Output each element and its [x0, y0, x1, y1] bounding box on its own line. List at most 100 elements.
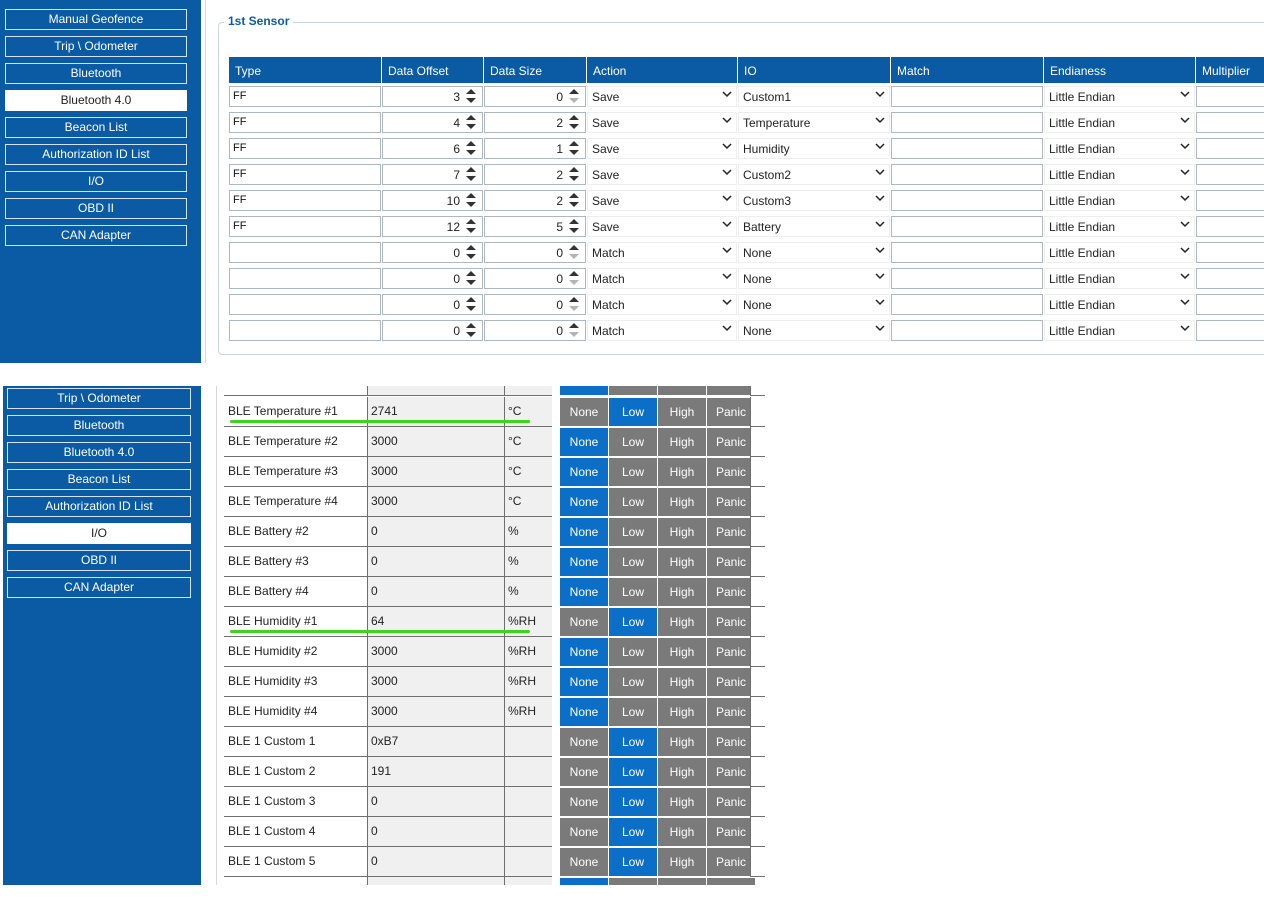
level-low-button[interactable]: Low [609, 578, 657, 606]
level-panic-button[interactable]: Panic [707, 848, 755, 876]
type-input[interactable]: FF [229, 112, 381, 133]
increment-arrow-icon[interactable] [569, 89, 579, 94]
data-size-stepper[interactable]: 2 [484, 190, 586, 211]
level-low-button[interactable]: Low [609, 548, 657, 576]
decrement-arrow-icon[interactable] [466, 150, 476, 155]
level-panic-button[interactable]: Panic [707, 518, 755, 546]
level-panic-button[interactable]: Panic [707, 638, 755, 666]
endianess-select[interactable]: Little Endian [1044, 242, 1195, 263]
endianess-select[interactable]: Little Endian [1044, 86, 1195, 107]
level-panic-button[interactable]: Panic [707, 458, 755, 486]
level-panic-button[interactable]: Panic [707, 818, 755, 846]
level-none-button[interactable]: None [560, 818, 608, 846]
level-none-button[interactable]: None [560, 548, 608, 576]
decrement-arrow-icon[interactable] [569, 202, 579, 207]
level-high-button[interactable]: High [658, 698, 706, 726]
match-input[interactable] [891, 242, 1043, 263]
action-select[interactable]: Match [587, 242, 737, 263]
data-offset-stepper[interactable]: 0 [382, 320, 483, 341]
level-high-button[interactable]: High [658, 758, 706, 786]
type-input[interactable]: FF [229, 86, 381, 107]
increment-arrow-icon[interactable] [569, 167, 579, 172]
spinner-arrows-icon[interactable] [466, 219, 478, 234]
level-none-button[interactable]: None [560, 578, 608, 606]
level-high-button[interactable]: High [658, 578, 706, 606]
level-panic-button[interactable]: Panic [707, 488, 755, 516]
sidebar-item-can-adapter[interactable]: CAN Adapter [5, 225, 187, 246]
level-panic-button[interactable] [707, 386, 755, 395]
multiplier-input[interactable] [1196, 190, 1264, 211]
decrement-arrow-icon[interactable] [466, 176, 476, 181]
level-low-button[interactable]: Low [609, 758, 657, 786]
level-panic-button[interactable]: Panic [707, 698, 755, 726]
decrement-arrow-icon[interactable] [569, 176, 579, 181]
spinner-arrows-icon[interactable] [569, 141, 581, 156]
data-size-stepper[interactable]: 1 [484, 138, 586, 159]
endianess-select[interactable]: Little Endian [1044, 112, 1195, 133]
action-select[interactable]: Save [587, 216, 737, 237]
data-size-stepper[interactable]: 0 [484, 268, 586, 289]
level-high-button[interactable]: High [658, 518, 706, 546]
sidebar-item-obd-ii[interactable]: OBD II [7, 550, 191, 571]
spinner-arrows-icon[interactable] [466, 323, 478, 338]
multiplier-input[interactable] [1196, 242, 1264, 263]
io-select[interactable]: Battery [738, 216, 890, 237]
io-select[interactable]: Custom3 [738, 190, 890, 211]
multiplier-input[interactable] [1196, 268, 1264, 289]
spinner-arrows-icon[interactable] [569, 167, 581, 182]
level-panic-button[interactable]: Panic [707, 398, 755, 426]
io-select[interactable]: Humidity [738, 138, 890, 159]
decrement-arrow-icon[interactable] [569, 254, 579, 259]
sidebar-item-beacon-list[interactable]: Beacon List [7, 469, 191, 490]
level-none-button[interactable]: None [560, 398, 608, 426]
io-select[interactable]: None [738, 242, 890, 263]
decrement-arrow-icon[interactable] [569, 332, 579, 337]
type-input[interactable]: FF [229, 164, 381, 185]
data-size-stepper[interactable]: 0 [484, 242, 586, 263]
sidebar-item-authorization-id-list[interactable]: Authorization ID List [5, 144, 187, 165]
endianess-select[interactable]: Little Endian [1044, 268, 1195, 289]
io-select[interactable]: None [738, 294, 890, 315]
spinner-arrows-icon[interactable] [466, 297, 478, 312]
increment-arrow-icon[interactable] [569, 297, 579, 302]
endianess-select[interactable]: Little Endian [1044, 216, 1195, 237]
level-none-button[interactable]: None [560, 638, 608, 666]
action-select[interactable]: Save [587, 86, 737, 107]
level-high-button[interactable]: High [658, 398, 706, 426]
match-input[interactable] [891, 86, 1043, 107]
level-panic-button[interactable] [707, 878, 755, 885]
data-size-stepper[interactable]: 0 [484, 320, 586, 341]
level-low-button[interactable] [609, 878, 657, 885]
decrement-arrow-icon[interactable] [569, 228, 579, 233]
level-low-button[interactable]: Low [609, 668, 657, 696]
spinner-arrows-icon[interactable] [569, 323, 581, 338]
decrement-arrow-icon[interactable] [466, 306, 476, 311]
level-low-button[interactable]: Low [609, 488, 657, 516]
data-size-stepper[interactable]: 2 [484, 164, 586, 185]
sidebar-item-i-o[interactable]: I/O [5, 171, 187, 192]
action-select[interactable]: Save [587, 164, 737, 185]
level-high-button[interactable]: High [658, 428, 706, 456]
type-input[interactable]: FF [229, 216, 381, 237]
level-high-button[interactable]: High [658, 488, 706, 516]
level-panic-button[interactable]: Panic [707, 548, 755, 576]
increment-arrow-icon[interactable] [466, 167, 476, 172]
spinner-arrows-icon[interactable] [466, 89, 478, 104]
increment-arrow-icon[interactable] [569, 141, 579, 146]
type-input[interactable] [229, 268, 381, 289]
data-offset-stepper[interactable]: 0 [382, 268, 483, 289]
level-low-button[interactable] [609, 386, 657, 395]
sidebar-item-authorization-id-list[interactable]: Authorization ID List [7, 496, 191, 517]
level-low-button[interactable]: Low [609, 698, 657, 726]
level-high-button[interactable]: High [658, 608, 706, 636]
match-input[interactable] [891, 190, 1043, 211]
level-panic-button[interactable]: Panic [707, 728, 755, 756]
increment-arrow-icon[interactable] [569, 245, 579, 250]
level-none-button[interactable]: None [560, 728, 608, 756]
io-select[interactable]: None [738, 268, 890, 289]
level-none-button[interactable] [560, 878, 608, 885]
match-input[interactable] [891, 216, 1043, 237]
decrement-arrow-icon[interactable] [569, 306, 579, 311]
level-high-button[interactable]: High [658, 728, 706, 756]
level-low-button[interactable]: Low [609, 518, 657, 546]
